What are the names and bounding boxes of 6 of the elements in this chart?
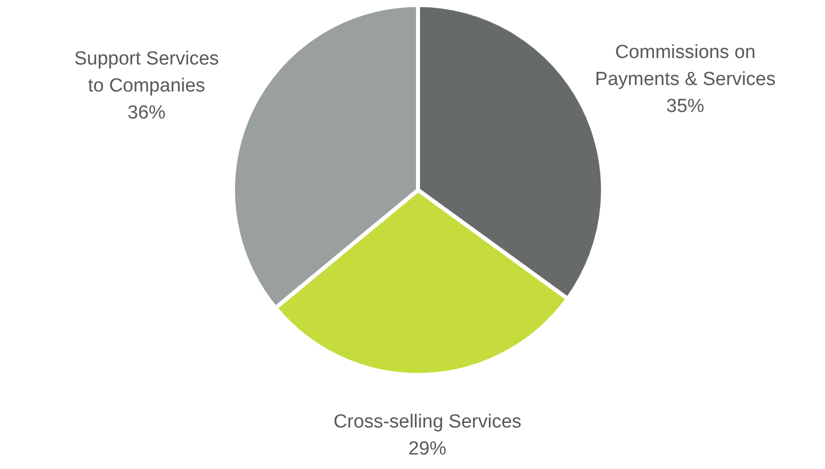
data-label: 36%	[128, 102, 166, 124]
data-label: 29%	[408, 438, 447, 460]
data-label: 35%	[666, 96, 704, 117]
slice-label: Commissions on Payments & Services	[595, 42, 776, 90]
slice-label: Support Services to Companies	[74, 48, 219, 97]
slice-label: Cross-selling Services	[333, 411, 522, 432]
